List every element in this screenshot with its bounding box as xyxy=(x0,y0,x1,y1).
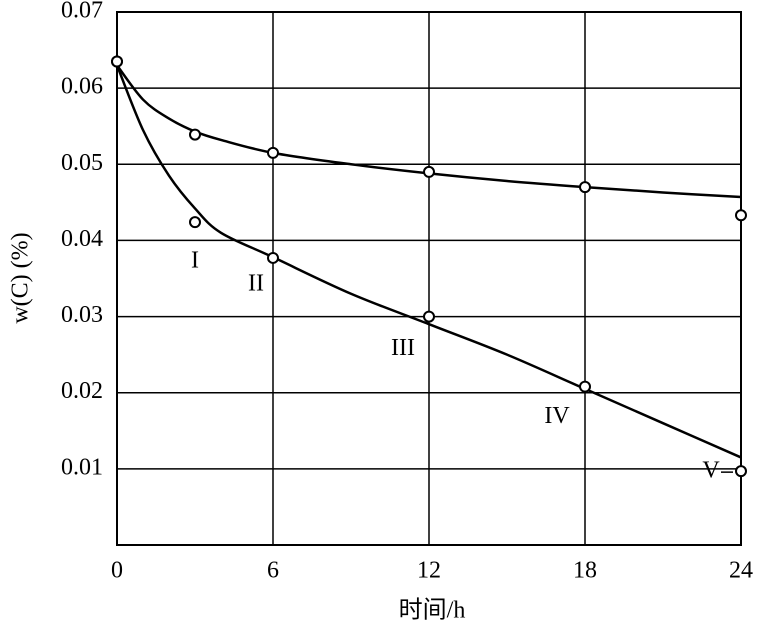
point-label: I xyxy=(191,248,199,274)
data-point xyxy=(579,181,591,194)
y-tick-label: 0.06 xyxy=(61,74,103,100)
x-tick-label: 0 xyxy=(111,558,123,584)
data-point xyxy=(735,465,747,478)
y-tick-label: 0.03 xyxy=(61,302,103,328)
x-axis-label: 时间/h xyxy=(399,597,466,624)
point-label: V xyxy=(702,458,720,484)
fit-curve xyxy=(116,64,742,199)
x-tick-label: 6 xyxy=(267,558,279,584)
x-tick-label: 24 xyxy=(729,558,753,584)
y-tick-label: 0.02 xyxy=(61,378,103,404)
point-label: II xyxy=(248,270,264,296)
data-point xyxy=(423,165,435,178)
point-label: IV xyxy=(544,403,570,429)
data-point xyxy=(189,216,201,229)
y-tick-label: 0.01 xyxy=(61,454,103,480)
y-axis-label: w(C) (%) xyxy=(8,232,34,323)
plot-frame xyxy=(116,11,742,546)
data-point xyxy=(267,251,279,264)
data-point xyxy=(735,209,747,222)
data-point xyxy=(111,55,123,68)
x-tick-label: 18 xyxy=(573,558,597,584)
fit-curve xyxy=(115,64,742,459)
y-tick-label: 0.07 xyxy=(61,0,103,24)
y-tick-label: 0.05 xyxy=(61,150,103,176)
data-point xyxy=(267,146,279,159)
data-point xyxy=(423,310,435,323)
y-tick-label: 0.04 xyxy=(61,226,103,252)
x-tick-label: 12 xyxy=(417,558,441,584)
data-point xyxy=(579,380,591,393)
data-point xyxy=(189,128,201,141)
point-label: III xyxy=(391,335,415,361)
